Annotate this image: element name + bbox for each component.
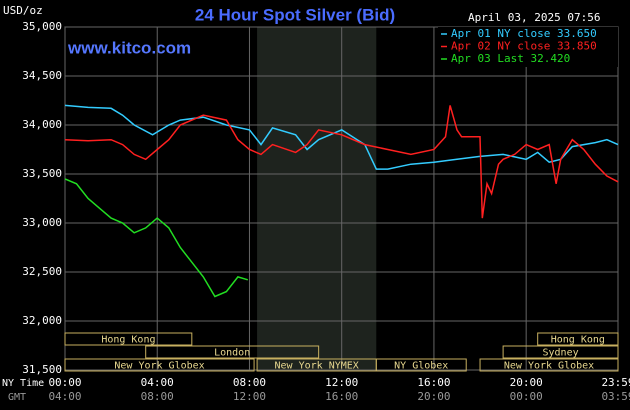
session-label: Hong Kong xyxy=(101,335,155,346)
session-box xyxy=(537,332,619,346)
y-tick-label: 35,000 xyxy=(22,20,62,33)
legend-label: Apr 02 NY close 33.850 xyxy=(451,40,597,53)
x-tick-label: 23:59 xyxy=(601,376,630,389)
y-tick-label: 33,000 xyxy=(22,216,62,229)
x-tick-label: 04:00 xyxy=(141,376,174,389)
session-box xyxy=(375,358,467,372)
series-line xyxy=(64,178,249,298)
x-tick-label: 12:00 xyxy=(325,376,358,389)
series-line xyxy=(64,105,619,219)
session-box xyxy=(479,358,619,372)
y-tick-label: 32,500 xyxy=(22,265,62,278)
x2-tick-label: 08:00 xyxy=(141,390,174,403)
x2-tick-label: 12:00 xyxy=(233,390,266,403)
legend-label: Apr 01 NY close 33.650 xyxy=(451,27,597,40)
y-tick-label: 34,500 xyxy=(22,69,62,82)
x2-tick-label: 04:00 xyxy=(48,390,81,403)
session-box xyxy=(145,345,320,359)
y-tick-label: 33,500 xyxy=(22,167,62,180)
x-tick-label: 16:00 xyxy=(417,376,450,389)
x-tick-label: 00:00 xyxy=(48,376,81,389)
session-box xyxy=(64,358,255,372)
session-label: Hong Kong xyxy=(551,335,605,346)
session-label: Sydney xyxy=(542,348,578,359)
x2-axis-label: GMT xyxy=(8,392,26,403)
session-label: New York NYMEX xyxy=(275,361,359,372)
y-tick-label: 31,500 xyxy=(22,363,62,376)
session-label: NY Globex xyxy=(394,361,448,372)
x-tick-label: 20:00 xyxy=(510,376,543,389)
legend-box xyxy=(438,27,618,67)
session-label: New York Globex xyxy=(114,361,204,372)
session-label: London xyxy=(214,348,250,359)
chart-title: 24 Hour Spot Silver (Bid) xyxy=(195,5,395,24)
x2-tick-label: 00:00 xyxy=(510,390,543,403)
y-tick-label: 32,000 xyxy=(22,314,62,327)
series-line xyxy=(64,104,619,170)
session-box xyxy=(64,332,193,346)
y-tick-label: 34,000 xyxy=(22,118,62,131)
x-tick-label: 08:00 xyxy=(233,376,266,389)
session-shade xyxy=(257,27,377,370)
x2-tick-label: 03:59 xyxy=(601,390,630,403)
session-label: New York Globex xyxy=(504,361,594,372)
x2-tick-label: 20:00 xyxy=(417,390,450,403)
session-box xyxy=(502,345,619,359)
y-axis-label: USD/oz xyxy=(3,4,43,17)
legend-label: Apr 03 Last 32.420 xyxy=(451,52,570,65)
date: April 03, 2025 07:56 xyxy=(468,11,600,24)
source: www.kitco.com xyxy=(67,38,191,57)
x2-tick-label: 16:00 xyxy=(325,390,358,403)
x-axis-label: NY Time xyxy=(2,378,44,389)
